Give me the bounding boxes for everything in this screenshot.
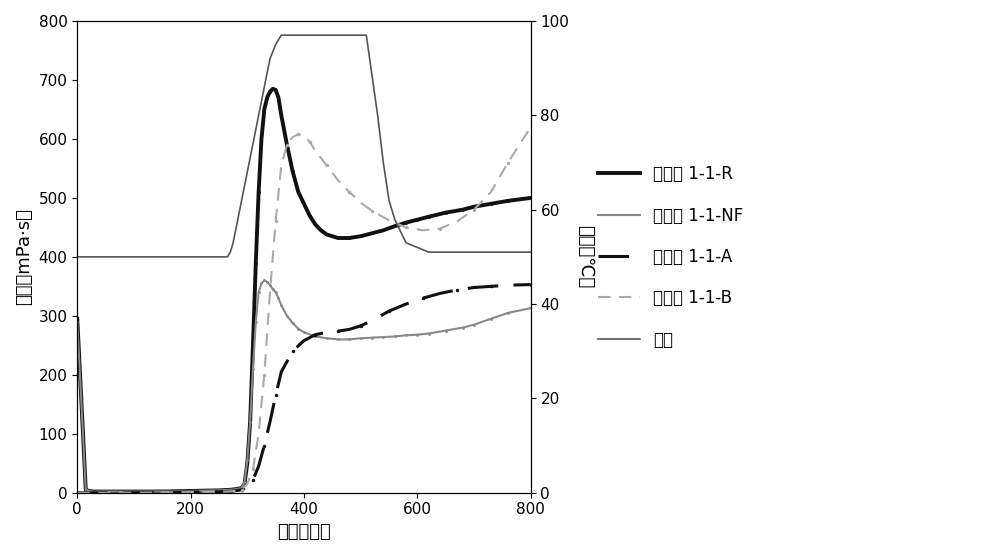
Legend: 比较例 1-1-R, 比较例 1-1-NF, 实施例 1-1-A, 实施例 1-1-B, 温度: 比较例 1-1-R, 比较例 1-1-NF, 实施例 1-1-A, 实施例 1-… <box>598 165 743 349</box>
X-axis label: 时间（秒）: 时间（秒） <box>277 523 331 541</box>
Y-axis label: 温度（℃）: 温度（℃） <box>576 225 594 289</box>
Y-axis label: 粘度（mPa·s）: 粘度（mPa·s） <box>15 208 33 305</box>
